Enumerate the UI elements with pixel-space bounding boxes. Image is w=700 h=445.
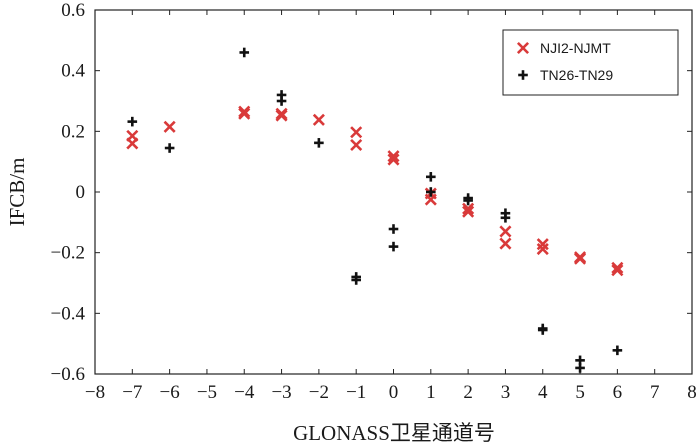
data-point [574, 252, 587, 265]
data-point [238, 105, 251, 118]
y-axis-ticks: −0.6 −0.4 −0.2 0 0.2 0.4 0.6 [51, 0, 692, 385]
data-point [612, 345, 623, 356]
marker-stroke [126, 129, 139, 142]
data-point [388, 224, 399, 234]
y-axis-label: IFCB/m [5, 158, 29, 227]
data-point [499, 225, 512, 238]
x-axis-label: GLONASS卫星通道号 [293, 421, 495, 445]
x-tick-label: −5 [197, 382, 217, 403]
marker-stroke [499, 237, 512, 250]
x-tick-label: 8 [687, 382, 697, 403]
y-tick-label: −0.6 [51, 364, 85, 385]
data-point [537, 325, 548, 335]
legend-box [502, 29, 679, 96]
marker-stroke [462, 205, 475, 218]
x-tick-label: 2 [463, 382, 473, 403]
data-point [350, 138, 363, 152]
x-tick-label: −6 [160, 382, 180, 403]
marker-stroke [574, 252, 587, 265]
x-tick-label: −8 [85, 382, 105, 403]
y-tick-label: 0.2 [61, 121, 85, 142]
y-tick-label: −0.4 [51, 303, 86, 324]
data-point [312, 113, 325, 126]
data-point [275, 109, 288, 122]
legend: NJI2-NJMT TN26-TN29 [502, 29, 679, 96]
x-tick-label: −1 [346, 382, 366, 403]
legend-label: NJI2-NJMT [540, 40, 611, 56]
data-point [350, 126, 363, 139]
data-point [462, 202, 475, 215]
x-tick-label: −7 [122, 382, 142, 403]
data-point [387, 153, 400, 166]
y-tick-label: 0.6 [61, 0, 85, 21]
marker-stroke [499, 225, 512, 238]
data-point [463, 195, 473, 206]
data-point [163, 120, 176, 133]
data-point [426, 187, 436, 197]
x-tick-label: −3 [271, 382, 291, 403]
marker-stroke [536, 242, 549, 256]
data-point [126, 137, 139, 150]
marker-stroke [163, 120, 176, 133]
marker-stroke [312, 113, 325, 126]
marker-stroke [424, 193, 437, 206]
y-tick-label: 0 [76, 182, 86, 203]
marker-stroke [238, 105, 251, 118]
marker-stroke [126, 137, 139, 150]
data-point [611, 264, 624, 277]
data-point [575, 363, 585, 373]
legend-marker [518, 70, 528, 80]
marker-stroke [238, 107, 251, 120]
legend-label: TN26-TN29 [540, 67, 613, 83]
data-points [126, 47, 624, 373]
data-point [388, 241, 399, 252]
data-point [424, 193, 437, 206]
x-tick-label: −2 [309, 382, 329, 403]
data-point [426, 172, 436, 182]
data-point [126, 129, 139, 142]
marker-stroke [275, 109, 288, 122]
marker-stroke [387, 150, 400, 163]
data-point [238, 107, 251, 120]
data-point [387, 150, 400, 163]
x-axis-ticks: −8 −7 −6 −5 −4 −3 −2 −1 0 1 2 3 4 5 6 7 8 [85, 10, 697, 403]
data-point [536, 242, 549, 256]
x-tick-label: 5 [575, 382, 585, 403]
marker-stroke [611, 264, 624, 277]
data-point [611, 261, 624, 274]
x-tick-label: 7 [650, 382, 660, 403]
data-point [239, 47, 250, 58]
x-tick-label: 4 [538, 382, 548, 403]
y-tick-label: −0.2 [51, 243, 85, 264]
marker-stroke [516, 41, 530, 55]
y-tick-label: 0.4 [61, 61, 85, 82]
marker-stroke [350, 138, 363, 152]
data-point [164, 143, 175, 153]
data-point [351, 275, 361, 285]
series-nji2-njmt [126, 105, 624, 277]
x-tick-label: 3 [501, 382, 511, 403]
x-tick-label: −4 [234, 382, 255, 403]
x-tick-label: 0 [389, 382, 399, 403]
marker-stroke [462, 202, 475, 215]
x-tick-label: 6 [613, 382, 623, 403]
data-point [276, 96, 287, 106]
data-point [499, 237, 512, 250]
marker-stroke [350, 126, 363, 139]
marker-stroke [387, 153, 400, 166]
data-point [500, 212, 511, 223]
marker-stroke [611, 261, 624, 274]
data-point [314, 138, 324, 148]
series-tn26-tn29 [127, 47, 623, 373]
legend-marker [516, 41, 530, 55]
data-point [462, 205, 475, 218]
x-tick-label: 1 [426, 382, 436, 403]
data-point [127, 116, 138, 127]
